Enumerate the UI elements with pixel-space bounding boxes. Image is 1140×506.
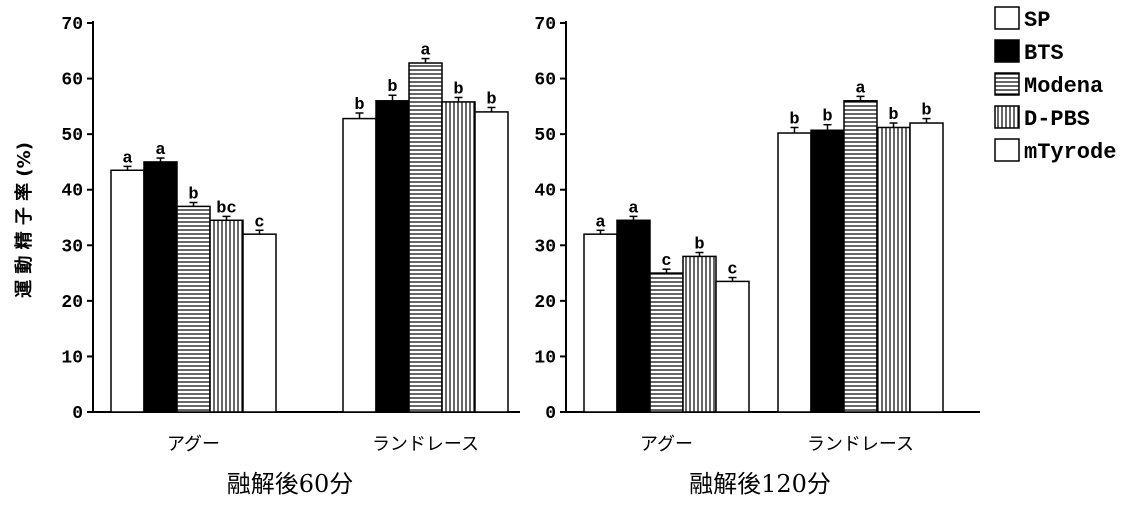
significance-label: a — [420, 42, 430, 61]
y-tick-label: 60 — [534, 71, 556, 91]
y-tick-label: 10 — [534, 348, 556, 368]
significance-label: a — [855, 79, 865, 98]
y-tick-label: 20 — [61, 293, 83, 313]
significance-label: c — [661, 252, 671, 271]
legend-label-d-pbs: D-PBS — [1024, 107, 1090, 132]
y-tick-label: 30 — [534, 237, 556, 257]
bar-d-pbs-1 — [876, 126, 911, 413]
bar-bts-0 — [143, 161, 178, 413]
legend-label-mtyrode: mTyrode — [1024, 140, 1116, 165]
bar-modena-0 — [176, 205, 211, 413]
legend-swatch-bts — [994, 39, 1020, 63]
significance-label: c — [727, 261, 737, 280]
significance-label: b — [822, 108, 832, 127]
bar-modena-1 — [843, 100, 878, 413]
category-label: アグー — [640, 434, 693, 455]
significance-label: b — [387, 78, 397, 97]
significance-label: a — [628, 199, 638, 218]
y-tick-label: 40 — [534, 182, 556, 202]
legend-swatch-d-pbs — [994, 105, 1020, 129]
significance-label: b — [694, 236, 704, 255]
bar-sp-0 — [110, 169, 145, 413]
y-axis-label: 運 動 精 子 率 (%) — [13, 142, 35, 298]
category-label: アグー — [167, 434, 220, 455]
significance-label: c — [254, 213, 264, 232]
significance-label: b — [188, 185, 198, 204]
y-tick-label: 70 — [534, 15, 556, 35]
legend-label-modena: Modena — [1024, 74, 1103, 99]
category-label: ランドレース — [372, 434, 479, 455]
category-label: ランドレース — [807, 434, 914, 455]
y-tick-label: 50 — [61, 126, 83, 146]
subtitle-120min: 融解後120分 — [689, 470, 831, 498]
bar-d-pbs-0 — [682, 255, 717, 413]
y-tick-label: 10 — [61, 348, 83, 368]
bar-bts-1 — [375, 100, 410, 413]
significance-label: a — [155, 141, 165, 160]
y-tick-label: 60 — [61, 71, 83, 91]
bar-mtyrode-0 — [715, 280, 750, 413]
significance-label: bc — [216, 199, 236, 218]
subtitle-60min: 融解後60分 — [227, 470, 354, 498]
bar-modena-0 — [649, 272, 684, 413]
legend: SP BTS Modena D-PBS mTyrode — [994, 6, 1116, 165]
bar-sp-1 — [777, 132, 812, 413]
bar-modena-1 — [408, 62, 443, 413]
bar-mtyrode-0 — [242, 233, 277, 413]
y-tick-label: 20 — [534, 293, 556, 313]
y-tick-label: 70 — [61, 15, 83, 35]
bar-mtyrode-1 — [474, 111, 509, 413]
legend-swatch-modena — [994, 72, 1020, 96]
y-tick-label: 40 — [61, 182, 83, 202]
chart-120min: 融解後120分 0 10 20 30 40 50 60 70 a a c b c アグー b b a b b ランドレ… — [534, 15, 980, 498]
legend-swatch-mtyrode — [994, 138, 1020, 162]
significance-label: a — [595, 213, 605, 232]
legend-swatch-sp — [994, 6, 1020, 30]
significance-label: b — [888, 106, 898, 125]
bar-sp-0 — [583, 233, 618, 413]
bar-bts-1 — [810, 129, 845, 413]
significance-label: b — [921, 102, 931, 121]
bar-sp-1 — [342, 117, 377, 413]
bar-d-pbs-1 — [441, 101, 476, 413]
significance-label: b — [354, 96, 364, 115]
significance-label: b — [789, 110, 799, 129]
y-tick-label: 50 — [534, 126, 556, 146]
bar-bts-0 — [616, 219, 651, 413]
legend-label-sp: SP — [1024, 8, 1050, 33]
legend-label-bts: BTS — [1024, 41, 1064, 66]
y-tick-label: 0 — [72, 404, 83, 424]
significance-label: b — [486, 90, 496, 109]
significance-label: a — [122, 149, 132, 168]
y-tick-label: 30 — [61, 237, 83, 257]
bar-mtyrode-1 — [909, 122, 944, 413]
y-tick-label: 0 — [545, 404, 556, 424]
significance-label: b — [453, 80, 463, 99]
bar-d-pbs-0 — [209, 219, 244, 413]
